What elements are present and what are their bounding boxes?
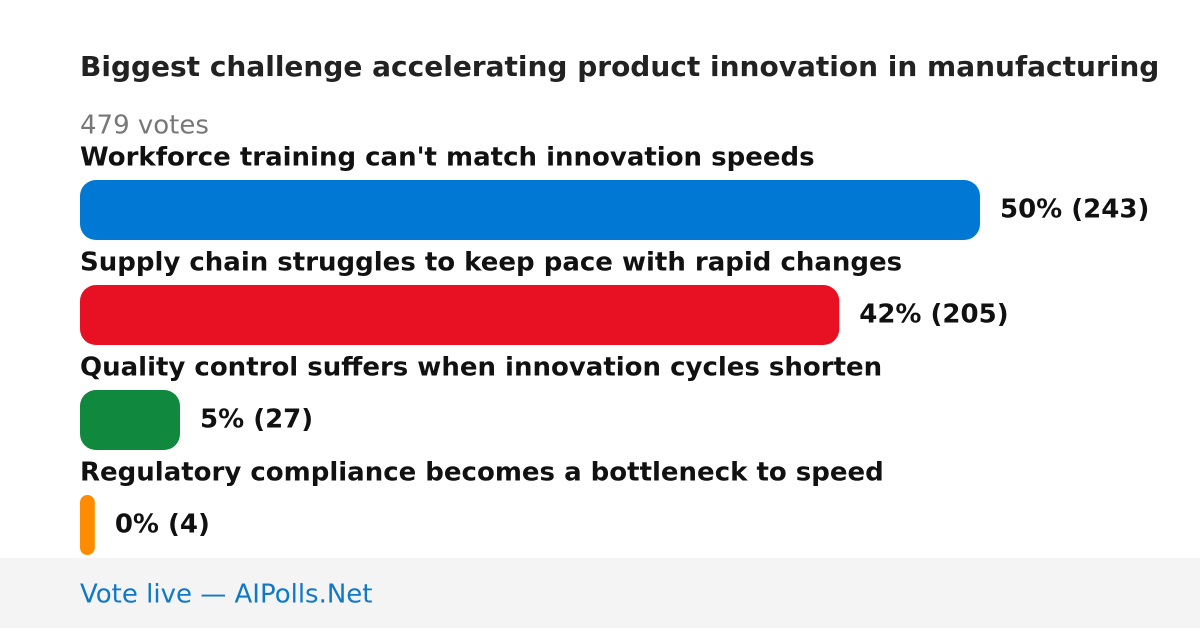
bar [80,390,180,450]
poll-title: Biggest challenge accelerating product i… [80,50,1159,83]
option-label: Quality control suffers when innovation … [80,353,882,383]
bar [80,180,980,240]
footer-link[interactable]: Vote live — AIPolls.Net [80,580,373,610]
option-label: Workforce training can't match innovatio… [80,143,815,173]
option-label: Regulatory compliance becomes a bottlene… [80,458,884,488]
value-label: 50% (243) [1000,195,1149,225]
bar [80,495,95,555]
footer-band [0,558,1200,628]
value-label: 0% (4) [115,510,210,540]
bar [80,285,840,345]
vote-count: 479 votes [80,111,209,141]
value-label: 5% (27) [200,405,313,435]
value-label: 42% (205) [859,300,1008,330]
option-label: Supply chain struggles to keep pace with… [80,248,902,278]
